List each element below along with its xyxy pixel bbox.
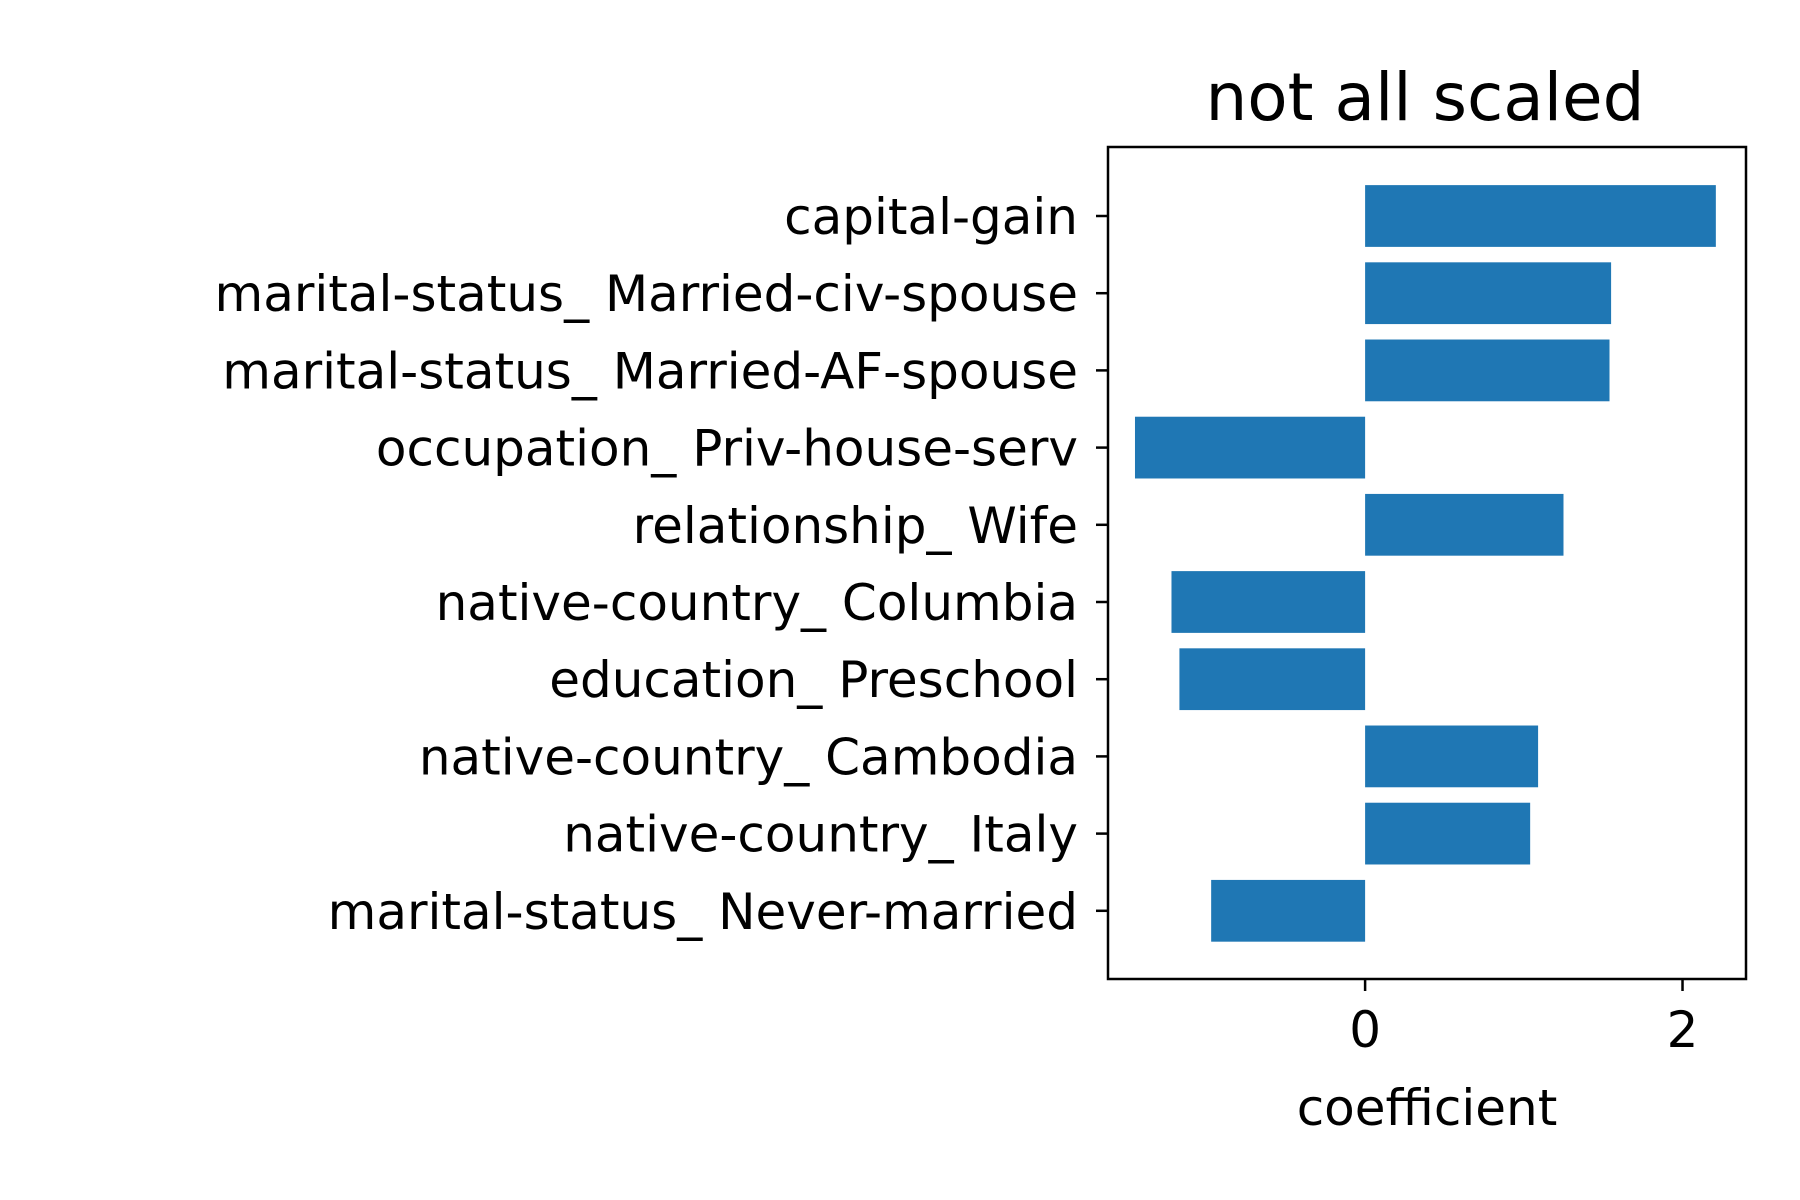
bar-7 <box>1365 725 1539 788</box>
y-tick-label-6: education_ Preschool <box>549 651 1078 709</box>
bar-6 <box>1179 648 1366 711</box>
y-tick-label-8: native-country_ Italy <box>563 806 1078 864</box>
x-tick-label-0: 0 <box>1349 1001 1381 1059</box>
bar-2 <box>1365 339 1610 402</box>
bars-group <box>1134 185 1716 942</box>
y-tick-label-1: marital-status_ Married-civ-spouse <box>214 265 1078 323</box>
bar-0 <box>1365 185 1716 247</box>
y-tick-label-3: occupation_ Priv-house-serv <box>376 420 1078 478</box>
bar-8 <box>1365 802 1531 865</box>
y-tick-label-9: marital-status_ Never-married <box>328 883 1078 941</box>
bar-9 <box>1211 879 1366 942</box>
y-ticks-group: capital-gain marital-status_ Married-civ-… <box>214 188 1108 941</box>
y-tick-label-4: relationship_ Wife <box>633 497 1078 555</box>
x-axis-label: coefficient <box>1297 1079 1558 1137</box>
bar-1 <box>1365 262 1612 325</box>
y-tick-label-2: marital-status_ Married-AF-spouse <box>222 342 1078 400</box>
chart-title: not all scaled <box>1205 59 1644 136</box>
bar-3 <box>1134 416 1366 479</box>
bar-4 <box>1365 493 1564 556</box>
y-tick-label-5: native-country_ Columbia <box>436 574 1078 632</box>
y-tick-label-0: capital-gain <box>784 188 1078 246</box>
y-tick-label-7: native-country_ Cambodia <box>419 728 1078 786</box>
plot-frame <box>1106 145 1748 981</box>
bar-5 <box>1171 571 1366 633</box>
x-tick-label-1: 2 <box>1667 1001 1699 1059</box>
